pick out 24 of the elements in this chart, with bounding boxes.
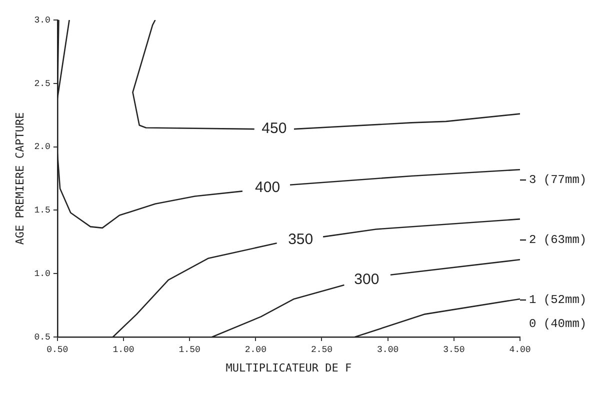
y-axis-title: AGE PREMIERE CAPTURE <box>13 112 26 245</box>
text: 1 (52mm) <box>529 293 587 308</box>
y-tick-label: 3.0 <box>34 15 50 26</box>
x-tick-label: 0.50 <box>46 344 68 355</box>
x-tick-label: 1.00 <box>112 344 134 355</box>
series-label: 400 <box>255 179 280 196</box>
y-tick-label: 1.5 <box>34 206 50 216</box>
x-tick-label: 1.50 <box>178 344 200 355</box>
x-tick-label: 3.50 <box>443 344 465 355</box>
series-label: 300 <box>354 271 380 288</box>
x-tick-label: 3.00 <box>377 344 399 355</box>
text: 2 (63mm) <box>529 233 587 248</box>
y-tick-label: 2.0 <box>34 142 50 152</box>
x-tick-label: 2.50 <box>310 344 333 355</box>
series-label: 450 <box>262 120 287 138</box>
x-tick-label: 2.00 <box>244 344 266 355</box>
y-tick-label: 0.5 <box>34 332 50 342</box>
text: 0 (40mm) <box>529 317 587 332</box>
y-tick-label: 1.0 <box>34 268 50 279</box>
x-tick-label: 4.00 <box>509 344 531 355</box>
series-label: 350 <box>288 231 314 248</box>
x-axis-title: MULTIPLICATEUR DE F <box>226 361 352 374</box>
y-tick-label: 2.5 <box>34 78 50 89</box>
text: 3 (77mm) <box>529 173 587 188</box>
